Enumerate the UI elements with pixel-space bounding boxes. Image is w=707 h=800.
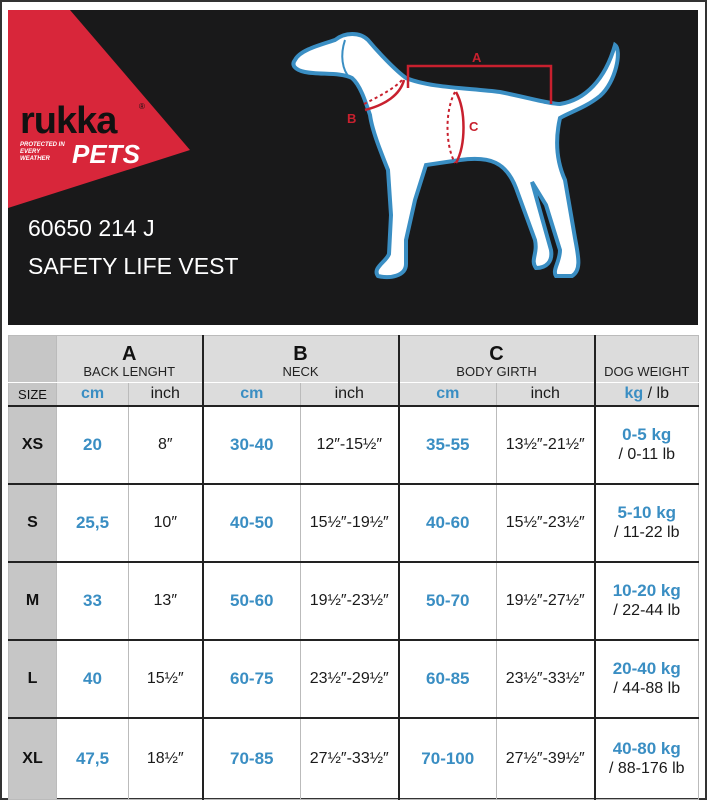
girth-cm: 35-55 bbox=[397, 405, 497, 485]
neck-inch: 15½″-19½″ bbox=[300, 483, 399, 563]
measure-c-girth bbox=[454, 91, 465, 164]
neck-inch: 27½″-33½″ bbox=[300, 717, 399, 800]
neck-inch: 19½″-23½″ bbox=[300, 561, 399, 641]
back-length-inch: 10″ bbox=[128, 483, 203, 563]
girth-inch: 23½″-33½″ bbox=[496, 639, 595, 719]
neck-cm: 40-50 bbox=[201, 483, 301, 563]
size-row-m: M 33 13″ 50-60 19½″-23½″ 50-70 19½″-27½″… bbox=[8, 561, 699, 641]
measure-b-collar bbox=[364, 79, 406, 112]
dog-measurement-diagram: A B C bbox=[291, 32, 620, 280]
group-header-row: A BACK LENGHT B NECK C BODY GIRTH DOG WEIGH… bbox=[8, 335, 699, 383]
weight-kg: 20-40 kg bbox=[612, 659, 681, 678]
size-cell: M bbox=[8, 561, 57, 641]
size-row-xs: XS 20 8″ 30-40 12″-15½″ 35-55 13½″-21½″ … bbox=[8, 405, 699, 485]
weight-lb: / 11-22 lb bbox=[613, 524, 680, 541]
back-length-inch: 15½″ bbox=[128, 639, 203, 719]
size-header: SIZE bbox=[8, 382, 57, 407]
unit-kg: kg bbox=[624, 385, 644, 402]
weight-cell: 20-40 kg / 44-88 lb bbox=[593, 639, 699, 719]
weight-cell: 5-10 kg / 11-22 lb bbox=[593, 483, 699, 563]
back-length-cm: 33 bbox=[56, 561, 129, 641]
neck-cm: 30-40 bbox=[201, 405, 301, 485]
measure-a-bracket bbox=[406, 64, 553, 104]
size-chart-table: A BACK LENGHT B NECK C BODY GIRTH DOG WEIGH… bbox=[8, 335, 699, 800]
size-row-s: S 25,5 10″ 40-50 15½″-19½″ 40-60 15½″-23… bbox=[8, 483, 699, 563]
brand-tagline: PROTECTED IN EVERY WEATHER bbox=[20, 142, 65, 162]
back-length-cm: 47,5 bbox=[56, 717, 129, 800]
group-label: BACK LENGHT bbox=[83, 364, 176, 379]
group-letter: B bbox=[293, 343, 308, 365]
weight-cell: 0-5 kg / 0-11 lb bbox=[593, 405, 699, 485]
girth-cm: 70-100 bbox=[397, 717, 497, 800]
size-cell: L bbox=[8, 639, 57, 719]
back-length-inch: 8″ bbox=[128, 405, 203, 485]
girth-cm: 60-85 bbox=[397, 639, 497, 719]
group-letter: A bbox=[122, 343, 137, 365]
girth-inch: 27½″-39½″ bbox=[496, 717, 595, 800]
back-length-cm: 25,5 bbox=[56, 483, 129, 563]
weight-cell: 40-80 kg / 88-176 lb bbox=[593, 717, 699, 800]
group-letter: C bbox=[489, 343, 504, 365]
size-cell: XL bbox=[8, 717, 57, 800]
group-label: BODY GIRTH bbox=[456, 364, 537, 379]
unit-kg-lb: kg / lb bbox=[593, 382, 699, 407]
weight-kg: 10-20 kg bbox=[612, 581, 681, 600]
product-code: 60650 214 J bbox=[28, 215, 155, 241]
neck-inch: 23½″-29½″ bbox=[300, 639, 399, 719]
weight-kg: 0-5 kg bbox=[622, 425, 672, 444]
unit-cm: cm bbox=[397, 382, 497, 407]
back-length-inch: 18½″ bbox=[128, 717, 203, 800]
size-cell: S bbox=[8, 483, 57, 563]
group-c-header: C BODY GIRTH bbox=[397, 335, 595, 383]
weight-cell: 10-20 kg / 22-44 lb bbox=[593, 561, 699, 641]
girth-cm: 50-70 bbox=[397, 561, 497, 641]
unit-lb: / lb bbox=[643, 385, 669, 402]
unit-header-row: SIZE cm inch cm inch cm inch kg / lb bbox=[8, 382, 699, 407]
group-label: DOG WEIGHT bbox=[604, 364, 690, 379]
unit-cm: cm bbox=[201, 382, 301, 407]
label-b: B bbox=[347, 111, 356, 126]
product-name: SAFETY LIFE VEST bbox=[28, 253, 239, 279]
group-b-header: B NECK bbox=[201, 335, 399, 383]
label-a: A bbox=[472, 50, 482, 65]
neck-cm: 60-75 bbox=[201, 639, 301, 719]
size-header-blank bbox=[8, 335, 57, 383]
unit-inch: inch bbox=[128, 382, 203, 407]
label-c: C bbox=[469, 119, 479, 134]
size-row-l: L 40 15½″ 60-75 23½″-29½″ 60-85 23½″-33½… bbox=[8, 639, 699, 719]
registered-mark: ® bbox=[139, 102, 145, 111]
back-length-cm: 40 bbox=[56, 639, 129, 719]
girth-cm: 40-60 bbox=[397, 483, 497, 563]
weight-lb: / 22-44 lb bbox=[613, 602, 681, 619]
size-cell: XS bbox=[8, 405, 57, 485]
brand-logo: rukka bbox=[20, 100, 117, 142]
neck-cm: 70-85 bbox=[201, 717, 301, 800]
back-length-cm: 20 bbox=[56, 405, 129, 485]
group-weight-header: DOG WEIGHT bbox=[593, 335, 699, 383]
group-a-header: A BACK LENGHT bbox=[56, 335, 203, 383]
brand-triangle bbox=[8, 10, 190, 208]
girth-inch: 15½″-23½″ bbox=[496, 483, 595, 563]
weight-lb: / 0-11 lb bbox=[618, 446, 676, 463]
back-length-inch: 13″ bbox=[128, 561, 203, 641]
girth-inch: 19½″-27½″ bbox=[496, 561, 595, 641]
weight-lb: / 44-88 lb bbox=[613, 680, 681, 697]
unit-inch: inch bbox=[496, 382, 595, 407]
size-row-xl: XL 47,5 18½″ 70-85 27½″-33½″ 70-100 27½″… bbox=[8, 717, 699, 800]
unit-cm: cm bbox=[56, 382, 129, 407]
neck-cm: 50-60 bbox=[201, 561, 301, 641]
weight-kg: 40-80 kg bbox=[612, 739, 681, 758]
girth-inch: 13½″-21½″ bbox=[496, 405, 595, 485]
weight-lb: / 88-176 lb bbox=[608, 760, 685, 777]
group-label: NECK bbox=[282, 364, 319, 379]
unit-inch: inch bbox=[300, 382, 399, 407]
weight-kg: 5-10 kg bbox=[617, 503, 677, 522]
brand-sub: PETS bbox=[72, 139, 140, 169]
header-banner: rukka ® PROTECTED IN EVERY WEATHER PETS … bbox=[8, 10, 698, 325]
neck-inch: 12″-15½″ bbox=[300, 405, 399, 485]
dog-silhouette-icon bbox=[291, 32, 620, 280]
